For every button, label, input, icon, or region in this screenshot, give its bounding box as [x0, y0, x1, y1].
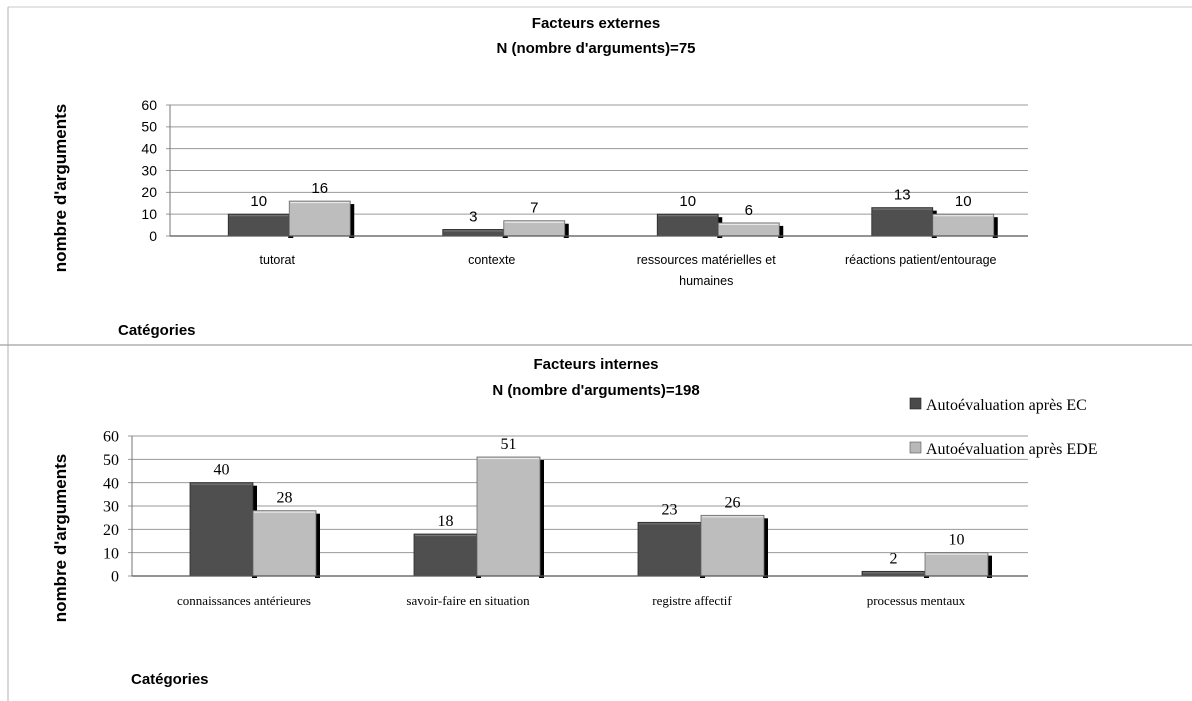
x-axis-label: Catégories	[131, 671, 209, 688]
data-label: 51	[501, 436, 517, 453]
data-label: 10	[949, 532, 965, 549]
chart-subtitle: N (nombre d'arguments)=75	[496, 40, 695, 57]
chart-title: Facteurs internes	[533, 356, 658, 373]
data-label: 6	[745, 202, 753, 219]
x-axis-label: Catégories	[118, 322, 196, 339]
data-label: 40	[214, 462, 230, 479]
data-label: 23	[662, 501, 678, 518]
legend-label-ec: Autoévaluation après EC	[926, 397, 1087, 414]
legend-item-ec: Autoévaluation après EC	[909, 397, 1087, 414]
y-tick-label: 50	[103, 452, 119, 469]
bar-ec	[189, 482, 254, 577]
bar-ede	[924, 552, 989, 577]
bar-shadow	[778, 225, 784, 238]
data-label: 7	[530, 200, 538, 217]
bar-ec	[227, 213, 290, 237]
data-label: 3	[469, 208, 477, 225]
bar-ede	[700, 514, 765, 577]
chart-title: Facteurs externes	[532, 15, 660, 32]
legend: Autoévaluation après EC Autoévaluation a…	[909, 397, 1098, 458]
y-tick-label: 40	[103, 475, 119, 492]
bar-shadow	[563, 223, 569, 238]
y-axis-label: nombre d'arguments	[51, 454, 70, 622]
legend-label-ede: Autoévaluation après EDE	[926, 441, 1098, 458]
y-tick-label: 50	[141, 119, 157, 135]
data-label: 13	[894, 187, 911, 204]
y-tick-label: 20	[141, 184, 157, 200]
y-tick-label: 60	[103, 429, 119, 446]
y-tick-label: 30	[141, 162, 157, 178]
bar-shadow	[539, 460, 544, 578]
data-label: 28	[277, 490, 293, 507]
x-tick-label: ressources matérielles et	[637, 253, 776, 267]
x-tick-label: connaissances antérieures	[177, 593, 311, 608]
y-tick-label: 60	[141, 97, 157, 113]
chart-panel-externes: Facteurs externes N (nombre d'arguments)…	[51, 15, 1028, 339]
data-label: 2	[890, 550, 898, 567]
x-tick-label: processus mentaux	[867, 593, 966, 608]
bar-shadow	[987, 555, 992, 578]
x-tick-label: contexte	[468, 253, 515, 267]
x-tick-label: tutorat	[260, 253, 296, 267]
y-tick-label: 10	[103, 545, 119, 562]
bar-shadow	[992, 217, 998, 238]
x-tick-label: réactions patient/entourage	[845, 253, 997, 267]
chart-panel-internes: Facteurs internes N (nombre d'arguments)…	[51, 356, 1028, 688]
bar-ec	[413, 533, 478, 577]
bar-ede	[288, 200, 351, 237]
bar-ec	[861, 570, 926, 577]
bar-ec	[656, 213, 719, 237]
data-label: 10	[250, 193, 267, 210]
legend-swatch-ec	[909, 397, 922, 410]
data-label: 10	[955, 193, 972, 210]
x-tick-label: registre affectif	[652, 593, 732, 608]
y-tick-label: 0	[149, 228, 157, 244]
bar-shadow	[349, 204, 355, 238]
bar-ec	[871, 207, 934, 237]
data-label: 10	[679, 193, 696, 210]
y-tick-label: 20	[103, 522, 119, 539]
y-axis-label: nombre d'arguments	[51, 104, 70, 272]
bar-ede	[503, 220, 566, 237]
legend-item-ede: Autoévaluation après EDE	[909, 441, 1098, 458]
data-label: 26	[725, 494, 741, 511]
bar-ec	[637, 521, 702, 577]
chart-subtitle: N (nombre d'arguments)=198	[492, 382, 699, 399]
y-tick-label: 40	[141, 141, 157, 157]
bar-ede	[932, 213, 995, 237]
legend-swatch-ede	[909, 441, 922, 454]
x-tick-label: savoir-faire en situation	[406, 593, 530, 608]
x-tick-label: humaines	[679, 274, 733, 288]
y-tick-label: 30	[103, 499, 119, 516]
y-tick-label: 10	[141, 206, 157, 222]
bar-shadow	[763, 518, 768, 578]
bar-ede	[476, 456, 541, 577]
data-label: 16	[311, 180, 328, 197]
bar-shadow	[315, 513, 320, 578]
y-tick-label: 0	[111, 569, 119, 586]
bar-ede	[252, 510, 317, 577]
data-label: 18	[438, 513, 454, 530]
